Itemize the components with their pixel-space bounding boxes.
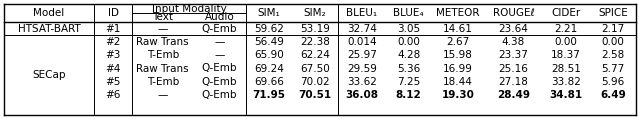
Text: 25.16: 25.16 xyxy=(499,64,529,74)
Text: 23.37: 23.37 xyxy=(499,50,529,60)
Text: HTSAT-BART: HTSAT-BART xyxy=(18,24,81,34)
Text: 2.67: 2.67 xyxy=(447,37,470,47)
Text: 5.77: 5.77 xyxy=(602,64,625,74)
Text: —: — xyxy=(214,50,225,60)
Text: BLUE₄: BLUE₄ xyxy=(394,8,424,18)
Text: T-Emb: T-Emb xyxy=(147,77,179,87)
Text: 0.00: 0.00 xyxy=(397,37,420,47)
Text: 18.37: 18.37 xyxy=(551,50,581,60)
Text: —: — xyxy=(214,37,225,47)
Text: —: — xyxy=(157,90,168,100)
Text: SECap: SECap xyxy=(32,70,66,80)
Text: Raw Trans: Raw Trans xyxy=(136,64,189,74)
Text: #1: #1 xyxy=(106,24,121,34)
Text: 56.49: 56.49 xyxy=(254,37,284,47)
Text: Q-Emb: Q-Emb xyxy=(202,77,237,87)
Text: #2: #2 xyxy=(106,37,121,47)
Text: 53.19: 53.19 xyxy=(300,24,330,34)
Text: 7.25: 7.25 xyxy=(397,77,420,87)
Text: 5.96: 5.96 xyxy=(602,77,625,87)
Text: ROUGEℓ: ROUGEℓ xyxy=(493,8,534,18)
Text: Model: Model xyxy=(33,8,65,18)
Text: 65.90: 65.90 xyxy=(254,50,284,60)
Text: Q-Emb: Q-Emb xyxy=(202,90,237,100)
Text: 71.95: 71.95 xyxy=(253,90,285,100)
Text: 4.38: 4.38 xyxy=(502,37,525,47)
Text: Text: Text xyxy=(152,12,173,22)
Text: 8.12: 8.12 xyxy=(396,90,422,100)
Text: 28.49: 28.49 xyxy=(497,90,530,100)
Text: 0.00: 0.00 xyxy=(602,37,625,47)
Text: 16.99: 16.99 xyxy=(443,64,473,74)
Text: SIM₂: SIM₂ xyxy=(303,8,326,18)
Text: 70.02: 70.02 xyxy=(300,77,330,87)
Text: Q-Emb: Q-Emb xyxy=(202,64,237,74)
Text: 2.21: 2.21 xyxy=(555,24,578,34)
Text: Raw Trans: Raw Trans xyxy=(136,37,189,47)
Text: 36.08: 36.08 xyxy=(345,90,378,100)
Text: 0.014: 0.014 xyxy=(347,37,376,47)
Text: 6.49: 6.49 xyxy=(600,90,626,100)
Text: #3: #3 xyxy=(106,50,121,60)
Text: Audio: Audio xyxy=(205,12,234,22)
Text: T-Emb: T-Emb xyxy=(147,50,179,60)
Text: 59.62: 59.62 xyxy=(254,24,284,34)
Text: BLEU₁: BLEU₁ xyxy=(346,8,377,18)
Text: SIM₁: SIM₁ xyxy=(258,8,280,18)
Text: 3.05: 3.05 xyxy=(397,24,420,34)
Text: —: — xyxy=(157,24,168,34)
Text: 22.38: 22.38 xyxy=(300,37,330,47)
Text: CIDEr: CIDEr xyxy=(552,8,581,18)
Text: #6: #6 xyxy=(106,90,121,100)
Text: 69.66: 69.66 xyxy=(254,77,284,87)
Text: 33.82: 33.82 xyxy=(551,77,581,87)
Text: ID: ID xyxy=(108,8,119,18)
Text: #4: #4 xyxy=(106,64,121,74)
Text: SPICE: SPICE xyxy=(598,8,628,18)
Text: 34.81: 34.81 xyxy=(550,90,583,100)
Text: 29.59: 29.59 xyxy=(347,64,377,74)
Text: 32.74: 32.74 xyxy=(347,24,377,34)
Text: Q-Emb: Q-Emb xyxy=(202,24,237,34)
Text: Input Modality: Input Modality xyxy=(152,3,227,13)
Text: 15.98: 15.98 xyxy=(443,50,473,60)
Text: 69.24: 69.24 xyxy=(254,64,284,74)
Text: 67.50: 67.50 xyxy=(300,64,330,74)
Text: 2.17: 2.17 xyxy=(602,24,625,34)
Text: 23.64: 23.64 xyxy=(499,24,529,34)
Text: 4.28: 4.28 xyxy=(397,50,420,60)
Text: 62.24: 62.24 xyxy=(300,50,330,60)
Text: METEOR: METEOR xyxy=(436,8,480,18)
Text: 28.51: 28.51 xyxy=(551,64,581,74)
Text: 14.61: 14.61 xyxy=(443,24,473,34)
Text: 70.51: 70.51 xyxy=(298,90,332,100)
Text: #5: #5 xyxy=(106,77,121,87)
Text: 2.58: 2.58 xyxy=(602,50,625,60)
Text: 5.36: 5.36 xyxy=(397,64,420,74)
Text: 18.44: 18.44 xyxy=(443,77,473,87)
Text: 0.00: 0.00 xyxy=(555,37,578,47)
Text: 27.18: 27.18 xyxy=(499,77,529,87)
Text: 25.97: 25.97 xyxy=(347,50,377,60)
Text: 19.30: 19.30 xyxy=(442,90,474,100)
Text: 33.62: 33.62 xyxy=(347,77,377,87)
